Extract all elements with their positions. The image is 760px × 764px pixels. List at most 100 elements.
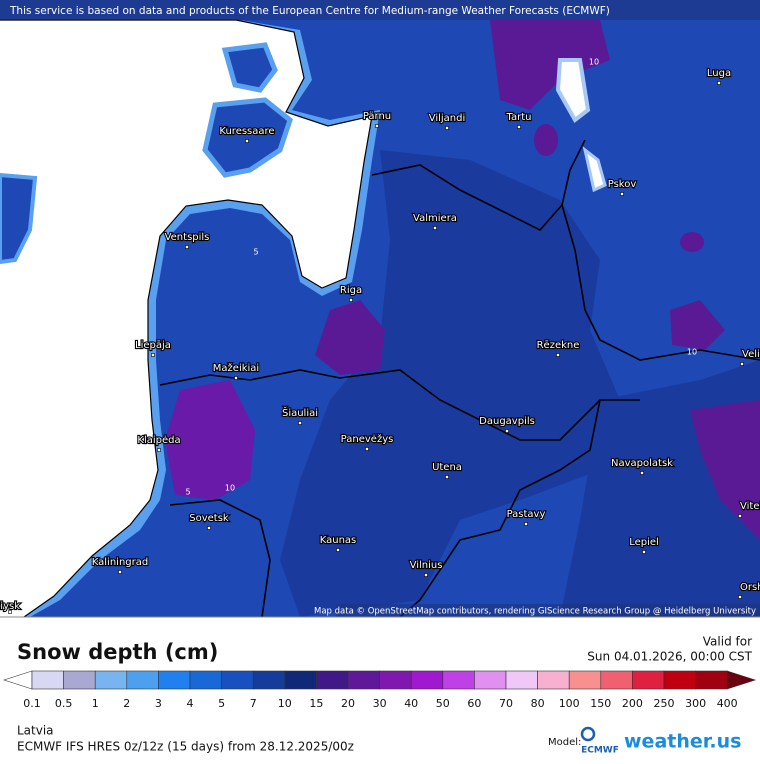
city-label: Kaliningrad — [92, 557, 148, 568]
legend-swatch — [221, 670, 254, 690]
city-label: Navapolatsk — [611, 458, 673, 469]
city-label: Daugavpils — [479, 416, 535, 427]
city-label: Pastavy — [507, 509, 546, 520]
legend-swatch — [31, 670, 64, 690]
country-border — [371, 139, 586, 231]
legend-tick-label: 80 — [531, 697, 545, 710]
legend-tick-label: 150 — [590, 697, 611, 710]
city-label: Klaipėda — [137, 435, 180, 446]
island — [0, 172, 38, 265]
contour-label: 10 — [589, 58, 599, 67]
legend-swatch — [126, 670, 159, 690]
lake — [555, 58, 591, 123]
legend-tick-label: 60 — [467, 697, 481, 710]
legend-tick-label: 0.5 — [55, 697, 73, 710]
city-dot — [118, 570, 122, 574]
contour-label: 5 — [185, 488, 190, 497]
map: This service is based on data and produc… — [0, 0, 760, 617]
city-dot — [8, 610, 12, 614]
legend-tick-label: 300 — [685, 697, 706, 710]
city-dot — [424, 573, 428, 577]
island — [202, 97, 293, 178]
purple-area — [534, 124, 558, 156]
legend-swatch — [63, 670, 96, 690]
legend-tick-label: 100 — [559, 697, 580, 710]
city-label: Baltiysk — [0, 601, 20, 612]
city-dot — [207, 526, 211, 530]
attribution: Map data © OpenStreetMap contributors, r… — [314, 607, 756, 617]
legend-tick-label: 0.1 — [23, 697, 41, 710]
legend-swatch — [158, 670, 191, 690]
purple-area — [490, 20, 610, 110]
city-dot — [505, 429, 509, 433]
purple-area — [670, 300, 725, 350]
legend-swatch — [252, 670, 286, 690]
legend-swatch — [316, 670, 349, 690]
city-dot — [157, 448, 161, 452]
legend-swatch — [632, 670, 665, 690]
legend-swatch — [505, 670, 538, 690]
legend-swatch — [410, 670, 444, 690]
legend-swatch — [600, 670, 633, 690]
city-dot — [642, 550, 646, 554]
legend-title: Snow depth (cm) — [17, 640, 218, 664]
country-border — [561, 204, 760, 361]
city-label: Kuressaare — [219, 126, 274, 137]
contour-label: 5 — [253, 248, 258, 257]
city-label: Viljandi — [429, 113, 466, 124]
legend-swatch — [347, 670, 380, 690]
legend-swatch — [379, 670, 412, 690]
valid-label: Valid for — [703, 635, 752, 649]
island — [221, 42, 278, 93]
purple-area — [690, 400, 760, 540]
country-border — [169, 499, 271, 617]
brand: weather.us — [624, 731, 741, 753]
legend-tick-label: 2 — [123, 697, 130, 710]
model-label: Model: — [548, 737, 581, 748]
city-label: Orsha — [740, 582, 760, 593]
city-dot — [620, 192, 624, 196]
deeper-snow-area — [280, 150, 620, 617]
legend-tick-label: 20 — [341, 697, 355, 710]
city-dot — [445, 475, 449, 479]
city-dot — [336, 548, 340, 552]
city-dot — [517, 125, 521, 129]
model-run: ECMWF IFS HRES 0z/12z (15 days) from 28.… — [17, 740, 354, 754]
city-label: Liepāja — [135, 340, 171, 351]
city-dot — [738, 595, 742, 599]
legend-tick-label: 15 — [309, 697, 323, 710]
legend-swatch — [284, 670, 317, 690]
city-label: Vitebsk — [740, 501, 760, 512]
city-dot — [375, 124, 379, 128]
city-label: Pärnu — [363, 111, 391, 122]
city-label: Lepiel — [629, 537, 659, 548]
country-border — [399, 399, 601, 617]
city-label: Pskov — [608, 179, 637, 190]
city-label: Tartu — [506, 112, 532, 123]
legend-swatch — [695, 670, 728, 690]
ecmwf-text: ECMWF — [581, 746, 619, 756]
legend-tick-label: 250 — [654, 697, 675, 710]
purple-area — [315, 300, 385, 375]
contour-label: 10 — [687, 348, 697, 357]
legend-tick-label: 200 — [622, 697, 643, 710]
city-label: Ventspils — [165, 232, 210, 243]
city-label: Mažeikiai — [213, 362, 259, 374]
contour-label: 2 — [102, 536, 107, 545]
banner: This service is based on data and produc… — [9, 5, 610, 17]
purple-area — [165, 380, 255, 500]
legend-tick-label: 30 — [373, 697, 387, 710]
legend-tick-label: 70 — [499, 697, 513, 710]
city-dot — [365, 447, 369, 451]
city-dot — [717, 81, 721, 85]
sea — [0, 20, 372, 617]
city-dot — [445, 126, 449, 130]
legend-swatch — [442, 670, 475, 690]
region: Latvia — [17, 724, 54, 738]
city-dot — [524, 522, 528, 526]
city-dot — [298, 421, 302, 425]
legend-swatch — [568, 670, 602, 690]
legend-swatch — [94, 670, 128, 690]
